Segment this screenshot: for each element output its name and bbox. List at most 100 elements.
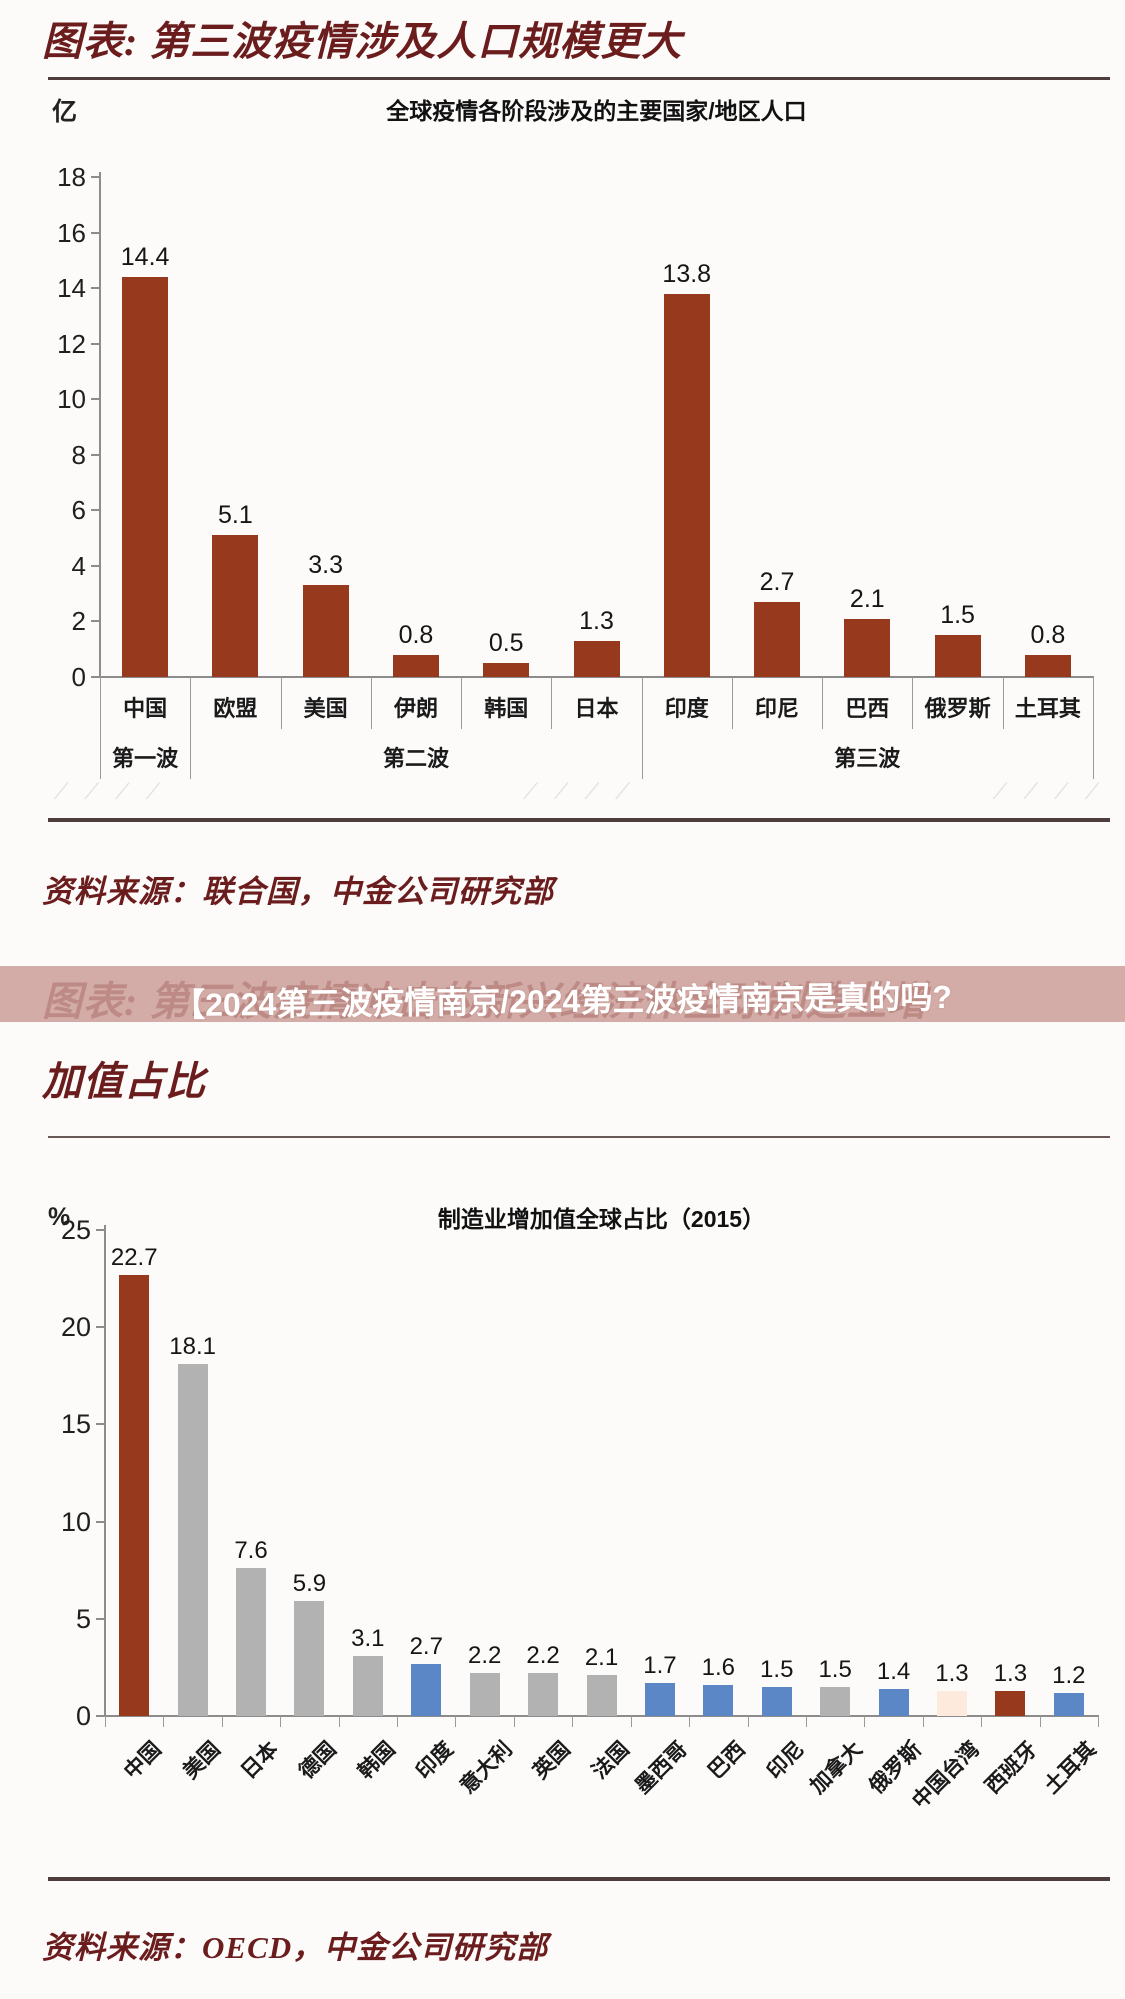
category-tick xyxy=(461,677,463,729)
watermark-slash-group: ∕ ∕ ∕ ∕ xyxy=(529,778,636,805)
y-tick-label: 5 xyxy=(75,1603,91,1634)
bar-伊朗 xyxy=(392,654,439,677)
category-tick xyxy=(747,1716,749,1727)
category-tick xyxy=(338,1716,340,1727)
category-tick xyxy=(1098,1716,1099,1727)
bar-土耳其 xyxy=(1053,1692,1084,1716)
chart1-unit-label: 亿 xyxy=(52,98,78,126)
y-tick-mark xyxy=(91,287,100,290)
divider-under-section1-title xyxy=(48,77,1110,80)
y-axis-line xyxy=(99,172,101,678)
section1-source: 资料来源：联合国，中金公司研究部 xyxy=(42,874,554,909)
y-tick-mark xyxy=(91,620,100,623)
category-tick xyxy=(1093,677,1094,779)
divider-under-section2-title xyxy=(48,1136,1110,1138)
category-label: 美国 xyxy=(303,696,348,721)
bar-value-label: 5.9 xyxy=(292,1570,327,1598)
group-label: 第一波 xyxy=(112,746,179,771)
bar-美国 xyxy=(302,585,349,677)
category-label: 土耳其 xyxy=(1014,696,1081,721)
bar-value-label: 3.3 xyxy=(308,551,344,580)
category-tick xyxy=(190,677,192,779)
x-axis-line xyxy=(103,1715,1099,1717)
category-tick xyxy=(630,1716,632,1727)
bar-value-label: 1.3 xyxy=(993,1659,1028,1687)
watermark-slash-group: ∕ ∕ ∕ ∕ xyxy=(60,778,167,805)
bar-value-label: 1.2 xyxy=(1052,1661,1086,1689)
y-tick-label: 16 xyxy=(57,217,86,248)
bar-value-label: 1.7 xyxy=(643,1651,677,1679)
y-tick-label: 10 xyxy=(60,1506,91,1537)
category-tick xyxy=(731,677,733,729)
bar-value-label: 3.1 xyxy=(351,1624,385,1652)
y-tick-label: 15 xyxy=(60,1409,91,1440)
chart-manufacturing-share: % 制造业增加值全球占比（2015） 0 5 10 15 20 25 22.7 18.1 7.6… xyxy=(0,1140,1125,1880)
section1-title: 图表: 第三波疫情涉及人口规模更大 xyxy=(42,19,683,64)
y-tick-label: 8 xyxy=(71,439,86,470)
watermark-slash-group: ∕ ∕ ∕ ∕ xyxy=(998,778,1105,805)
bar-美国 xyxy=(177,1364,208,1716)
y-tick-label: 12 xyxy=(57,328,86,359)
watermark-slashes: ∕ ∕ ∕ ∕ ∕ ∕ ∕ ∕ ∕ ∕ ∕ ∕ xyxy=(60,778,1105,806)
y-tick-mark xyxy=(96,1423,105,1426)
bar-法国 xyxy=(586,1675,617,1716)
category-label: 中国 xyxy=(123,696,168,721)
divider-under-chart1 xyxy=(48,818,1110,822)
bar-中国 xyxy=(122,277,169,677)
bar-西班牙 xyxy=(995,1690,1026,1716)
bar-value-label: 1.4 xyxy=(876,1657,911,1685)
bar-value-label: 2.1 xyxy=(584,1644,619,1672)
bar-value-label: 2.2 xyxy=(526,1642,560,1670)
section2-source: 资料来源：OECD，中金公司研究部 xyxy=(42,1930,549,1965)
category-tick xyxy=(1039,1716,1041,1727)
y-tick-mark xyxy=(96,1229,105,1231)
chart2-unit-label: % xyxy=(48,1203,71,1231)
bar-巴西 xyxy=(703,1684,734,1716)
category-label: 欧盟 xyxy=(213,696,258,721)
group-label: 第三波 xyxy=(834,746,901,771)
y-tick-label: 25 xyxy=(60,1215,91,1245)
overlay-caption: 【2024第三波疫情南京/2024第三波疫情南京是真的吗? xyxy=(172,978,953,1024)
category-tick xyxy=(163,1716,165,1727)
bar-value-label: 0.8 xyxy=(398,620,434,649)
bar-德国 xyxy=(294,1601,325,1716)
y-axis-line xyxy=(104,1225,106,1717)
category-label: 印度 xyxy=(664,696,709,721)
bar-value-label: 1.3 xyxy=(579,606,614,635)
category-tick xyxy=(280,677,282,729)
bar-value-label: 2.7 xyxy=(759,568,795,596)
y-tick-mark xyxy=(91,176,100,178)
y-tick-mark xyxy=(91,453,100,456)
bar-印尼 xyxy=(754,602,801,677)
y-tick-mark xyxy=(91,676,100,678)
bar-value-label: 5.1 xyxy=(218,501,253,530)
y-tick-mark xyxy=(96,1715,105,1717)
category-label: 日本 xyxy=(574,696,619,721)
category-tick xyxy=(572,1716,574,1727)
bar-土耳其 xyxy=(1024,654,1071,677)
category-tick xyxy=(370,677,372,729)
bar-value-label: 22.7 xyxy=(110,1243,158,1271)
bar-英国 xyxy=(528,1673,559,1716)
bar-欧盟 xyxy=(212,535,259,677)
bar-value-label: 1.3 xyxy=(935,1659,969,1687)
bar-巴西 xyxy=(844,618,891,677)
category-label: 伊朗 xyxy=(393,696,438,721)
chart-population-waves: 亿 全球疫情各阶段涉及的主要国家/地区人口 0 2 4 6 8 10 12 14 16 18 14.… xyxy=(0,0,1125,830)
bar-中国 xyxy=(119,1274,150,1716)
y-tick-label: 18 xyxy=(57,162,86,192)
y-tick-mark xyxy=(91,398,100,401)
category-tick xyxy=(221,1716,223,1727)
category-tick xyxy=(981,1716,983,1727)
bar-value-label: 0.5 xyxy=(488,629,524,658)
bar-value-label: 1.5 xyxy=(818,1655,852,1683)
category-tick xyxy=(689,1716,691,1727)
y-tick-mark xyxy=(91,564,100,567)
category-tick xyxy=(864,1716,866,1727)
chart2-title: 制造业增加值全球占比（2015） xyxy=(437,1206,766,1232)
category-tick xyxy=(641,677,643,779)
bar-墨西哥 xyxy=(644,1682,675,1716)
bar-value-label: 1.6 xyxy=(701,1653,735,1681)
divider-under-chart2 xyxy=(48,1877,1110,1881)
